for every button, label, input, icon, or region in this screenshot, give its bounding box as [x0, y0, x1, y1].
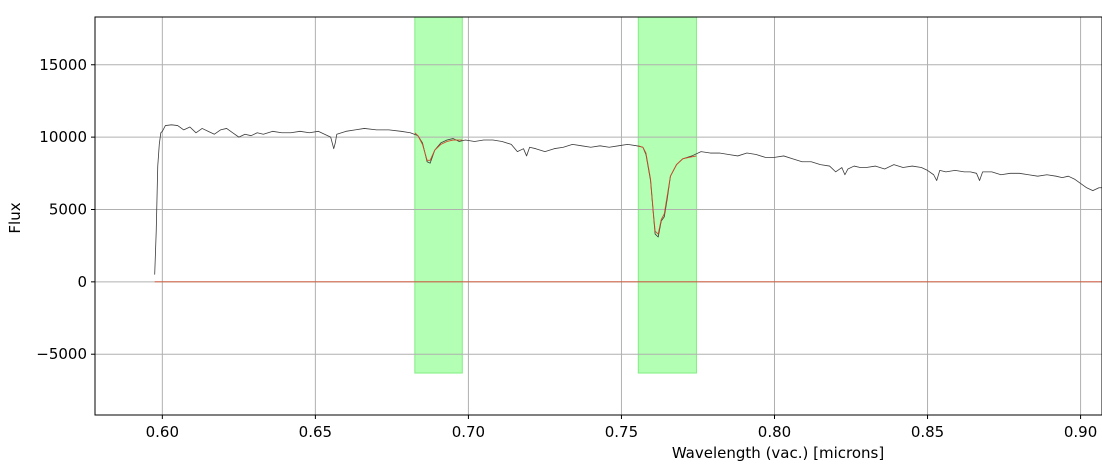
x-tick-label: 0.65 [299, 423, 332, 441]
y-tick-label: −5000 [36, 345, 87, 363]
model-line [414, 132, 463, 161]
x-axis-label: Wavelength (vac.) [microns] [672, 444, 884, 462]
x-tick-label: 0.75 [605, 423, 638, 441]
axes-frame [94, 16, 1102, 416]
x-tick-label: 0.80 [758, 423, 791, 441]
x-tick-label: 0.85 [911, 423, 944, 441]
x-tick-label: 0.90 [1064, 423, 1097, 441]
y-axis-label: Flux [6, 202, 24, 233]
grid [95, 17, 1102, 415]
spectrum-line [154, 124, 1102, 275]
highlight-regions [414, 16, 697, 374]
highlight-region [414, 16, 463, 374]
x-tick-label: 0.60 [146, 423, 179, 441]
y-tick-label: 5000 [49, 200, 87, 218]
y-tick-label: 10000 [39, 128, 87, 146]
y-tick-label: 15000 [39, 56, 87, 74]
axis-ticks: 0.60 0.65 0.70 0.75 0.80 0.85 0.90 −5000 0 5000 10… [36, 56, 1097, 441]
y-tick-label: 0 [77, 273, 87, 291]
model-line [638, 145, 697, 235]
series-lines [154, 124, 1102, 283]
x-tick-label: 0.70 [452, 423, 485, 441]
